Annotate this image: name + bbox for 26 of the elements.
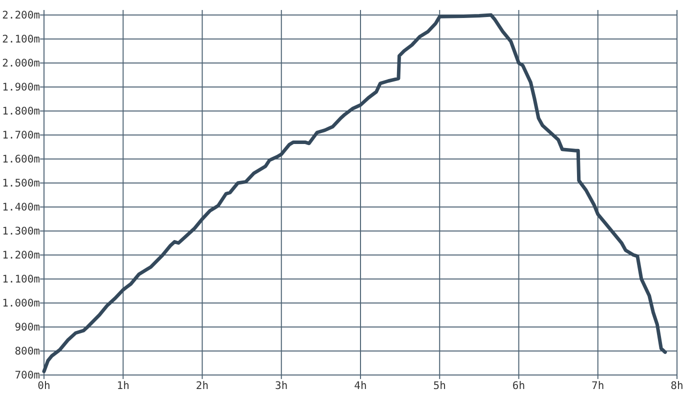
x-tick-label: 1h — [116, 380, 130, 392]
y-tick-label: 900m — [14, 322, 40, 334]
y-tick-label: 2.000m — [2, 58, 40, 70]
y-tick-label: 1.400m — [2, 202, 40, 214]
x-tick-label: 0h — [38, 380, 50, 392]
y-tick-label: 1.700m — [2, 130, 40, 142]
y-tick-label: 2.100m — [2, 34, 40, 46]
x-tick-label: 8h — [670, 380, 684, 392]
line-series — [42, 13, 667, 374]
y-tick-label: 1.300m — [2, 226, 40, 238]
x-tick-label: 6h — [512, 380, 526, 392]
y-tick-label: 2.200m — [2, 10, 40, 22]
y-tick-label: 800m — [14, 346, 40, 358]
x-tick-label: 5h — [433, 380, 446, 392]
y-tick-label: 1.500m — [2, 178, 40, 190]
y-tick-label: 1.600m — [2, 154, 40, 166]
y-tick-label: 1.100m — [2, 274, 40, 286]
y-tick-label: 1.200m — [2, 250, 40, 262]
x-tick-label: 3h — [275, 380, 288, 392]
y-tick-label: 1.000m — [2, 298, 40, 310]
x-tick-label: 4h — [354, 380, 367, 392]
x-tick-label: 2h — [196, 380, 209, 392]
y-tick-label: 700m — [14, 370, 40, 382]
y-tick-label: 1.900m — [2, 82, 40, 94]
x-tick-label: 7h — [592, 380, 604, 392]
y-tick-label: 1.800m — [2, 106, 40, 118]
